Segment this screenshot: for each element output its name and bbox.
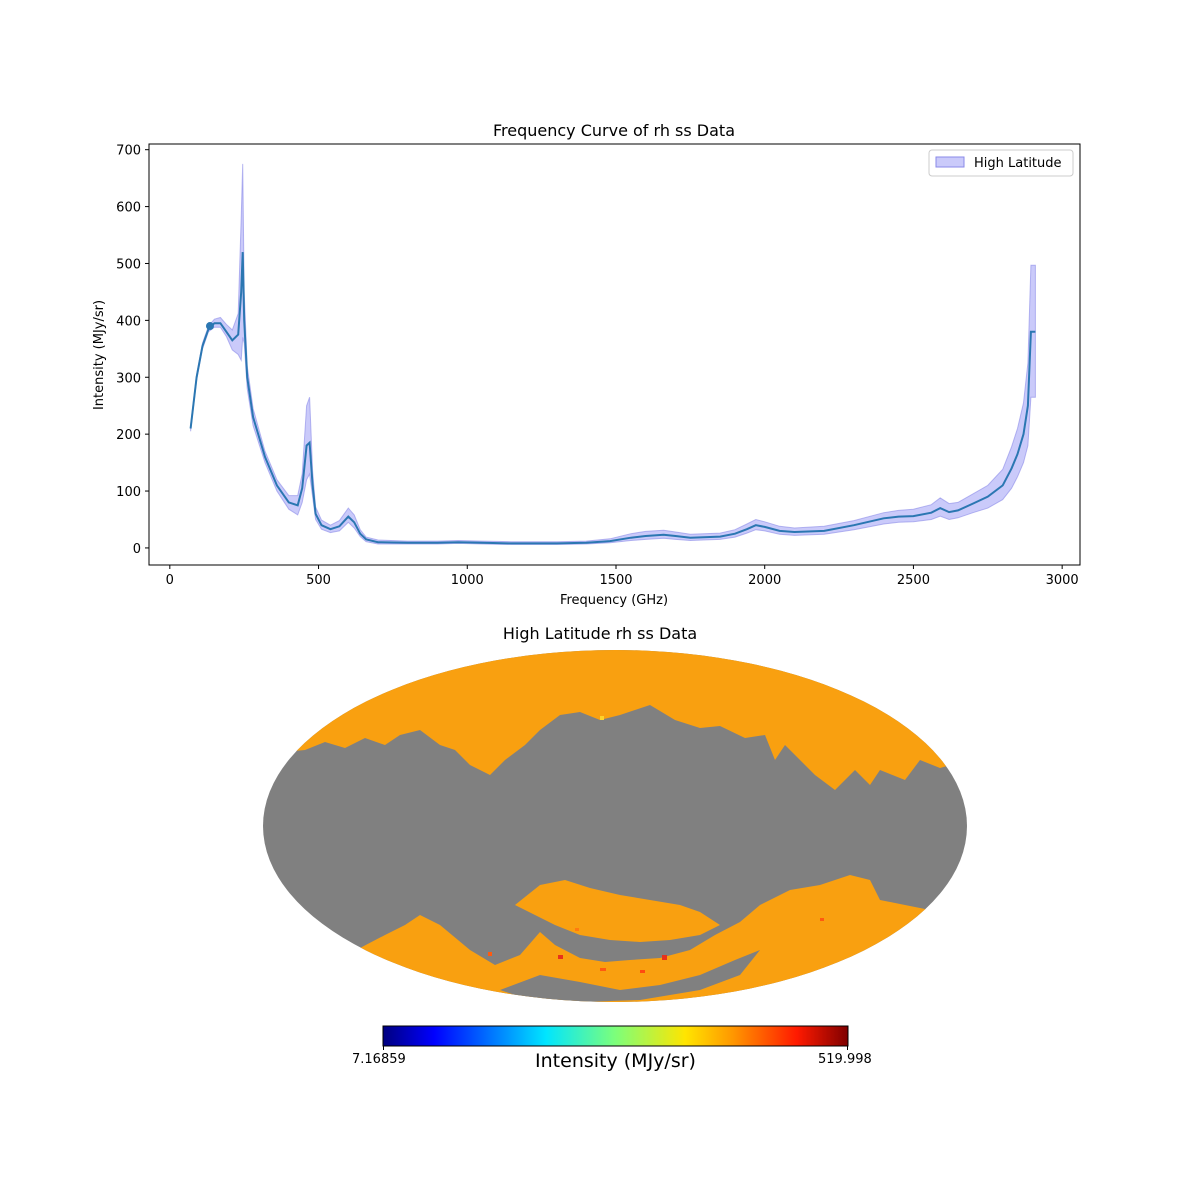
south-region (263, 875, 967, 1002)
highlighted-point (205, 322, 214, 331)
y-tick-label: 500 (116, 257, 141, 272)
x-tick-label: 1000 (451, 573, 484, 588)
y-axis-ticks: 0 100 200 300 400 500 600 700 (116, 144, 149, 557)
south-gap (500, 950, 760, 1002)
high-latitude-band (190, 163, 1036, 545)
y-tick-label: 100 (116, 485, 141, 500)
x-tick-label: 2500 (897, 573, 930, 588)
x-tick-label: 2000 (748, 573, 781, 588)
y-axis-label: Intensity (MJy/sr) (92, 300, 107, 410)
y-tick-label: 700 (116, 144, 141, 159)
chart-title: Frequency Curve of rh ss Data (493, 121, 735, 140)
x-axis-label: Frequency (GHz) (560, 593, 668, 608)
colorbar (382, 1025, 849, 1050)
colorbar-min-label: 7.16859 (352, 1052, 406, 1067)
y-tick-label: 0 (133, 542, 141, 557)
mollweide-map (263, 650, 967, 1002)
legend-swatch (935, 156, 965, 168)
y-tick-label: 200 (116, 428, 141, 443)
colorbar-gradient (382, 1025, 849, 1047)
y-tick-label: 600 (116, 201, 141, 216)
legend: High Latitude (928, 149, 1074, 177)
y-tick-label: 400 (116, 314, 141, 329)
mean-intensity-line (189, 252, 1036, 545)
y-tick-label: 300 (116, 371, 141, 386)
colorbar-label: Intensity (MJy/sr) (535, 1050, 696, 1072)
x-tick-label: 3000 (1046, 573, 1079, 588)
line-chart: Frequency Curve of rh ss Data 0 500 1000 15… (92, 121, 1081, 608)
legend-label: High Latitude (974, 156, 1062, 171)
x-axis-ticks: 0 500 1000 1500 2000 2500 3000 (166, 565, 1079, 588)
plot-area (189, 163, 1036, 545)
legend-box (928, 149, 1074, 177)
x-tick-label: 0 (166, 573, 174, 588)
south-arc (515, 880, 720, 942)
north-region (263, 650, 967, 790)
plot-frame (148, 143, 1081, 566)
map-title: High Latitude rh ss Data (502, 624, 698, 643)
x-tick-label: 500 (306, 573, 331, 588)
colorbar-max-label: 519.998 (818, 1052, 872, 1067)
x-tick-label: 1500 (599, 573, 632, 588)
high-intensity-speckles (488, 716, 824, 973)
